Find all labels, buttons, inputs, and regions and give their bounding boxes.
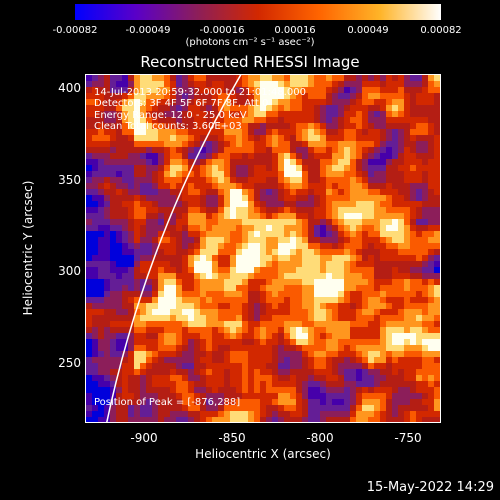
colorbar-units: (photons cm⁻² s⁻¹ asec⁻²)	[185, 37, 315, 48]
reconstructed-image	[86, 75, 440, 422]
time-range-label: 14-Jul-2013 20:59:32.000 to 21:01:48.000	[94, 87, 306, 98]
detectors-label: Detectors: 3F 4F 5F 6F 7F 8F, Att 0	[94, 98, 269, 109]
colorbar-tick: 0.00082	[420, 25, 462, 36]
colorbar	[75, 4, 441, 20]
y-tick-label: 250	[58, 356, 81, 370]
method-counts-label: Clean Total counts: 3.60E+03	[94, 121, 242, 132]
solar-limb-curve	[106, 75, 242, 422]
y-tick-label: 350	[58, 173, 81, 187]
energy-range-label: Energy Range: 12.0 - 25.0 keV	[94, 110, 247, 121]
image-title: Reconstructed RHESSI Image	[140, 53, 360, 71]
rhessi-image-panel: 14-Jul-2013 20:59:32.000 to 21:01:48.000…	[85, 74, 441, 423]
colorbar-tick: -0.00082	[52, 25, 98, 36]
x-axis-label: Heliocentric X (arcsec)	[195, 447, 331, 461]
x-tick-label: -750	[394, 431, 422, 445]
x-tick-label: -850	[218, 431, 246, 445]
peak-position-label: Position of Peak = [-876,288]	[94, 397, 241, 408]
colorbar-tick: -0.00049	[125, 25, 171, 36]
y-tick-label: 300	[58, 264, 81, 278]
colorbar-tick: -0.00016	[199, 25, 245, 36]
x-tick-label: -900	[130, 431, 158, 445]
colorbar-tick: 0.00016	[274, 25, 316, 36]
y-axis-label: Heliocentric Y (arcsec)	[21, 180, 35, 316]
generation-date: 15-May-2022 14:29	[366, 480, 494, 495]
colorbar-tick: 0.00049	[347, 25, 389, 36]
x-tick-label: -800	[306, 431, 334, 445]
y-tick-label: 400	[58, 81, 81, 95]
